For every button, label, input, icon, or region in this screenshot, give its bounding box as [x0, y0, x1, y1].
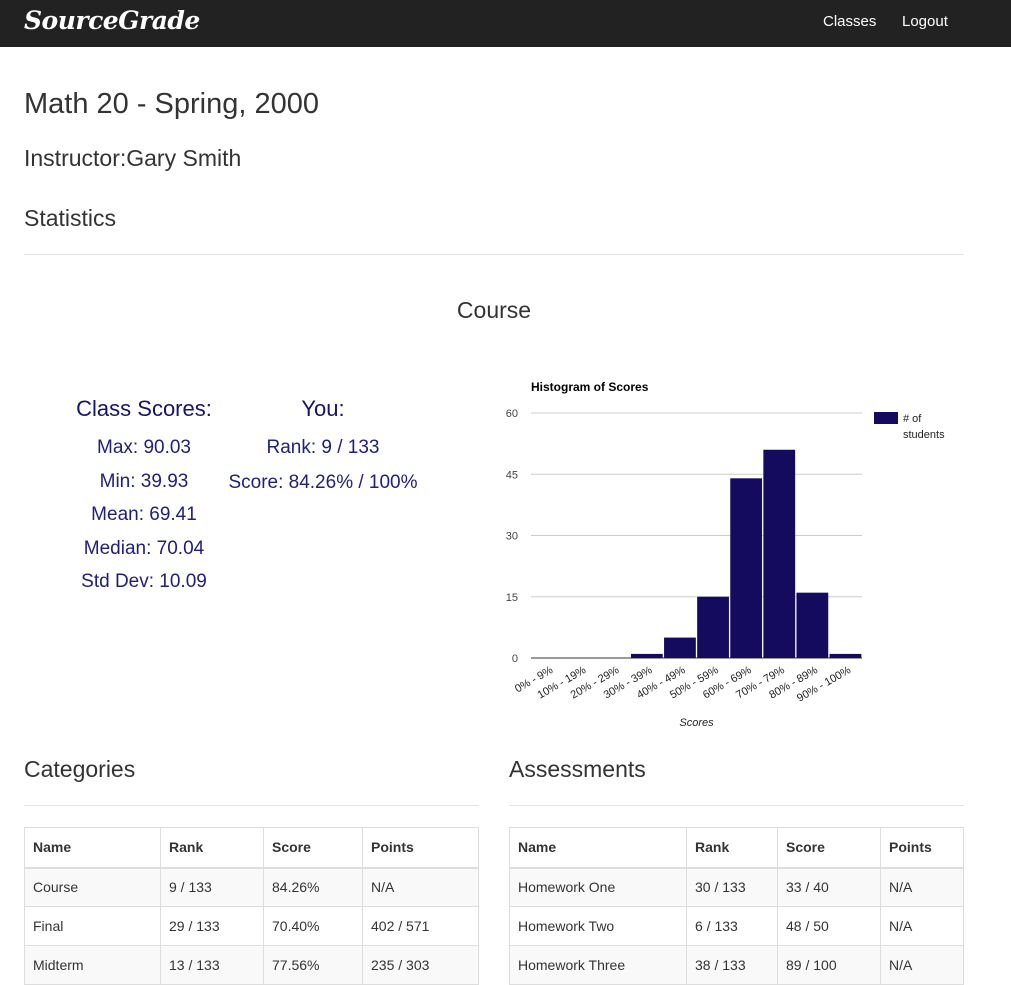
page-title: Math 20 - Spring, 2000: [24, 88, 320, 120]
brand-logo[interactable]: SourceGrade: [24, 6, 200, 35]
divider: [509, 805, 964, 806]
chart-title: Histogram of Scores: [531, 380, 649, 394]
divider: [24, 254, 964, 255]
table-cell: 89 / 100: [777, 945, 881, 985]
class-median: Median: 70.04: [83, 537, 205, 559]
table-cell: 30 / 133: [686, 867, 778, 907]
y-tick-label: 45: [506, 469, 518, 481]
assessments-table: Name Rank Score Points Homework One 30 /…: [509, 827, 964, 985]
legend-label: students: [903, 429, 945, 441]
column-header: Score: [777, 827, 881, 869]
table-cell: 402 / 571: [362, 906, 479, 946]
legend-label: # of: [903, 413, 922, 425]
legend-swatch: [874, 412, 898, 424]
table-cell: Midterm: [24, 945, 161, 985]
table-row[interactable]: Homework Three 38 / 133 89 / 100 N/A: [509, 945, 964, 985]
column-header: Points: [362, 827, 479, 869]
table-row[interactable]: Course 9 / 133 84.26% N/A: [24, 867, 479, 907]
bar: [829, 653, 862, 658]
you-heading: You:: [301, 396, 345, 421]
table-cell: Homework Two: [509, 906, 687, 946]
column-header: Name: [24, 827, 161, 869]
table-cell: 84.26%: [263, 867, 363, 907]
column-header: Rank: [160, 827, 264, 869]
y-tick-label: 0: [512, 653, 518, 665]
table-cell: N/A: [880, 906, 964, 946]
instructor-name: Instructor:Gary Smith: [24, 145, 242, 171]
nav-link-classes[interactable]: Classes: [823, 13, 877, 30]
you-rank: Rank: 9 / 133: [266, 437, 380, 458]
table-row[interactable]: Final 29 / 133 70.40% 402 / 571: [24, 906, 479, 946]
table-row[interactable]: Homework One 30 / 133 33 / 40 N/A: [509, 867, 964, 907]
table-cell: Homework One: [509, 867, 687, 907]
table-header-row: Name Rank Score Points: [24, 827, 479, 869]
table-cell: 9 / 133: [160, 867, 264, 907]
table-cell: 6 / 133: [686, 906, 778, 946]
y-tick-label: 30: [506, 531, 518, 543]
statistics-heading: Statistics: [24, 205, 117, 231]
categories-table: Name Rank Score Points Course 9 / 133 84…: [24, 827, 479, 985]
class-scores-heading: Class Scores:: [76, 396, 212, 421]
course-heading: Course: [456, 297, 532, 323]
table-cell: Course: [24, 867, 161, 907]
table-row[interactable]: Homework Two 6 / 133 48 / 50 N/A: [509, 906, 964, 946]
table-cell: 235 / 303: [362, 945, 479, 985]
bar: [664, 637, 696, 658]
column-header: Rank: [686, 827, 778, 869]
divider: [24, 805, 479, 806]
bar: [730, 478, 763, 658]
table-cell: Final: [24, 906, 161, 946]
bar: [697, 596, 729, 658]
table-cell: 33 / 40: [777, 867, 881, 907]
table-header-row: Name Rank Score Points: [509, 827, 964, 869]
table-cell: N/A: [880, 945, 964, 985]
class-std-dev: Std Dev: 10.09: [81, 571, 207, 592]
class-scores-panel: Class Scores: Max: 90.03 Min: 39.93 Mean…: [44, 396, 244, 599]
column-header: Points: [880, 827, 964, 869]
table-cell: N/A: [880, 867, 964, 907]
bar: [630, 653, 663, 658]
table-cell: Homework Three: [509, 945, 687, 985]
nav-link-logout[interactable]: Logout: [902, 13, 948, 30]
y-tick-label: 60: [506, 408, 518, 420]
assessments-heading: Assessments: [509, 756, 646, 782]
class-min: Min: 39.93: [99, 470, 189, 492]
bar: [796, 592, 829, 658]
table-cell: 77.56%: [263, 945, 363, 985]
you-score: Score: 84.26% / 100%: [228, 471, 418, 493]
table-cell: 13 / 133: [160, 945, 264, 985]
y-tick-label: 15: [506, 592, 518, 604]
table-row[interactable]: Midterm 13 / 133 77.56% 235 / 303: [24, 945, 479, 985]
table-cell: 48 / 50: [777, 906, 881, 946]
you-panel: You: Rank: 9 / 133 Score: 84.26% / 100%: [223, 396, 423, 494]
bar: [763, 449, 796, 658]
class-mean: Mean: 69.41: [91, 504, 197, 525]
column-header: Name: [509, 827, 687, 869]
class-max: Max: 90.03: [97, 437, 191, 458]
navbar: SourceGrade Classes Logout: [0, 0, 1011, 47]
table-cell: 29 / 133: [160, 906, 264, 946]
x-axis-label: Scores: [679, 717, 714, 729]
table-cell: 70.40%: [263, 906, 363, 946]
column-header: Score: [263, 827, 363, 869]
table-cell: 38 / 133: [686, 945, 778, 985]
table-cell: N/A: [362, 867, 479, 907]
categories-heading: Categories: [24, 756, 136, 782]
